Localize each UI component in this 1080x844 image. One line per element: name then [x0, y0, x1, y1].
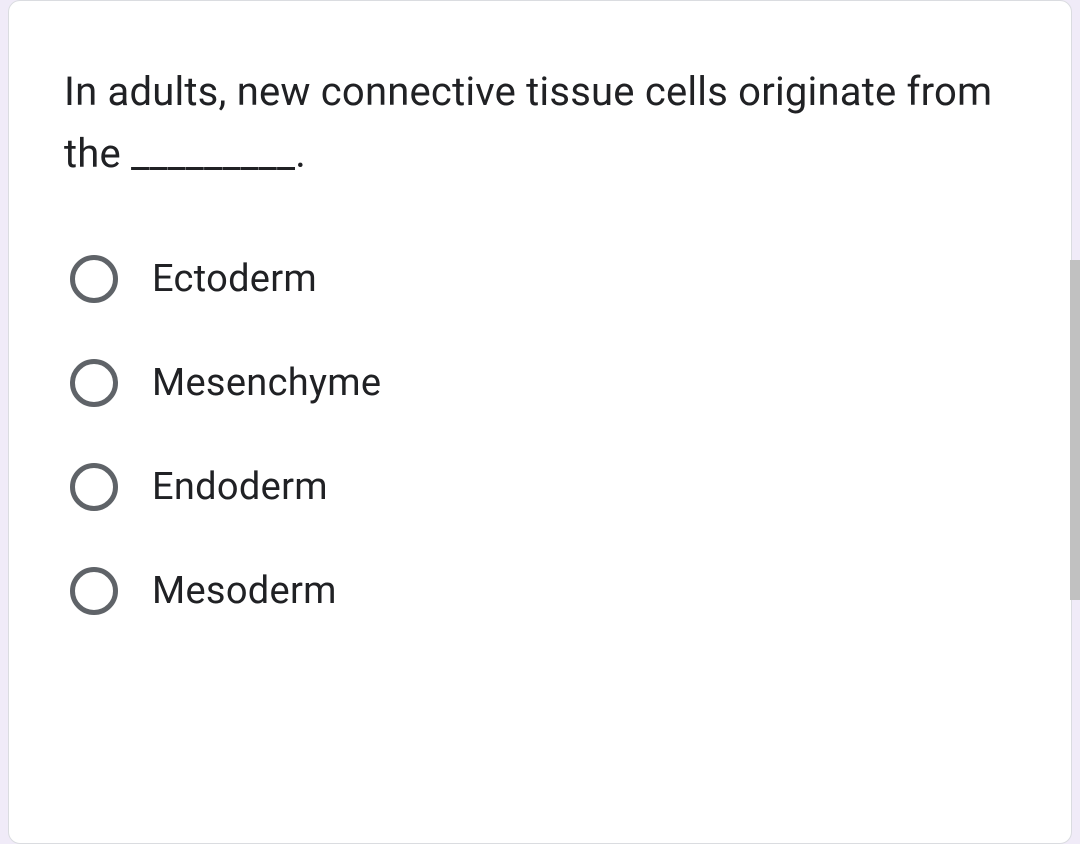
- radio-icon: [70, 463, 118, 511]
- option-ectoderm[interactable]: Ectoderm: [70, 255, 1016, 303]
- question-card: In adults, new connective tissue cells o…: [8, 0, 1072, 844]
- option-mesenchyme[interactable]: Mesenchyme: [70, 359, 1016, 407]
- options-group: Ectoderm Mesenchyme Endoderm Mesoderm: [64, 255, 1016, 615]
- radio-icon: [70, 255, 118, 303]
- radio-icon: [70, 567, 118, 615]
- radio-icon: [70, 359, 118, 407]
- scrollbar-thumb[interactable]: [1070, 260, 1080, 600]
- option-label: Mesoderm: [152, 569, 337, 613]
- option-label: Endoderm: [152, 465, 328, 509]
- option-label: Mesenchyme: [152, 361, 381, 405]
- option-label: Ectoderm: [152, 257, 317, 301]
- question-text: In adults, new connective tissue cells o…: [64, 61, 1016, 185]
- option-mesoderm[interactable]: Mesoderm: [70, 567, 1016, 615]
- option-endoderm[interactable]: Endoderm: [70, 463, 1016, 511]
